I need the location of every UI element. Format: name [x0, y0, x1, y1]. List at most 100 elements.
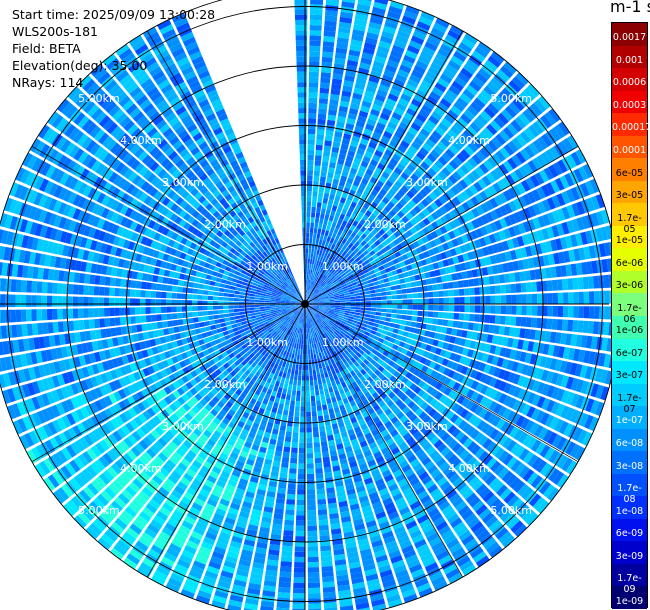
- range-gate: [339, 311, 345, 315]
- range-gate: [311, 212, 316, 218]
- range-gate: [516, 305, 522, 315]
- range-gate: [349, 44, 362, 52]
- range-gate: [396, 268, 403, 274]
- range-gate: [322, 409, 329, 416]
- range-gate: [557, 292, 564, 304]
- range-gate: [306, 295, 309, 301]
- range-gate: [317, 278, 322, 284]
- range-gate: [491, 335, 499, 345]
- range-gate: [294, 411, 300, 417]
- range-gate: [357, 199, 365, 207]
- range-gate: [437, 122, 449, 132]
- range-gate: [355, 204, 362, 211]
- range-gate: [556, 208, 566, 222]
- range-gate: [397, 219, 406, 227]
- range-gate: [356, 170, 365, 178]
- range-gate: [314, 304, 320, 306]
- range-gate: [305, 365, 309, 371]
- range-gate: [315, 363, 319, 370]
- range-gate: [299, 359, 303, 365]
- range-gate: [348, 145, 357, 153]
- range-gate: [318, 299, 325, 301]
- range-gate: [298, 364, 302, 371]
- range-gate: [390, 318, 396, 323]
- range-gate: [494, 253, 502, 264]
- range-gate: [325, 286, 331, 291]
- range-gate: [324, 135, 333, 142]
- range-gate: [362, 202, 370, 210]
- range-gate: [359, 288, 365, 293]
- range-gate: [511, 237, 520, 248]
- range-gate: [360, 160, 369, 168]
- range-gate: [311, 201, 317, 208]
- range-gate: [434, 237, 442, 246]
- range-gate: [355, 77, 367, 85]
- range-gate: [309, 380, 314, 386]
- range-gate: [534, 99, 547, 113]
- range-gate: [310, 269, 313, 275]
- range-gate: [337, 32, 350, 39]
- range-gate: [499, 130, 511, 142]
- range-gate: [274, 450, 282, 457]
- range-gate: [345, 199, 352, 206]
- range-gate: [319, 535, 330, 541]
- range-gate: [425, 138, 436, 149]
- range-gate: [484, 343, 492, 353]
- range-gate: [374, 0, 389, 5]
- range-gate: [383, 205, 392, 213]
- range-gate: [488, 185, 498, 196]
- range-gate: [505, 174, 516, 186]
- range-gate: [405, 149, 415, 159]
- range-gate: [324, 472, 333, 479]
- range-gate: [316, 207, 321, 213]
- range-gate: [474, 314, 480, 322]
- range-gate: [319, 368, 324, 374]
- range-gate: [373, 281, 379, 286]
- range-gate: [326, 429, 333, 436]
- range-gate: [296, 499, 306, 506]
- range-gate: [380, 79, 392, 88]
- range-gate: [457, 72, 470, 84]
- range-gate: [586, 261, 593, 275]
- range-gate: [296, 385, 301, 391]
- range-gate: [400, 319, 407, 326]
- range-gate: [474, 341, 482, 351]
- range-gate: [501, 240, 510, 251]
- range-gate: [307, 297, 312, 302]
- range-gate: [451, 273, 458, 281]
- range-gate: [310, 292, 315, 298]
- range-gate: [492, 265, 499, 275]
- range-gate: [349, 167, 358, 175]
- range-gate: [309, 302, 315, 304]
- range-gate: [301, 339, 304, 345]
- range-gate: [324, 277, 329, 282]
- range-gate: [316, 139, 324, 146]
- range-gate: [386, 295, 392, 300]
- range-gate: [325, 130, 334, 137]
- range-gate: [403, 181, 413, 190]
- range-gate: [333, 272, 339, 278]
- range-gate: [336, 247, 342, 253]
- range-gate: [541, 184, 551, 198]
- range-gate: [454, 305, 460, 312]
- range-gate: [373, 98, 384, 107]
- range-gate: [331, 146, 340, 154]
- range-gate: [305, 380, 310, 386]
- range-gate: [387, 260, 394, 267]
- range-gate: [392, 205, 400, 214]
- range-gate: [545, 182, 556, 195]
- range-gate: [460, 149, 471, 160]
- range-gate: [308, 118, 317, 124]
- range-gate: [514, 272, 521, 282]
- range-gate: [306, 222, 310, 228]
- range-gate: [394, 180, 403, 189]
- range-gate: [310, 274, 313, 281]
- range-gate: [317, 255, 321, 261]
- range-gate: [462, 176, 473, 187]
- range-gate: [534, 172, 545, 185]
- range-gate: [306, 473, 315, 480]
- range-gate: [289, 405, 295, 412]
- range-gate: [389, 234, 397, 241]
- range-gate: [523, 87, 537, 101]
- range-gate: [315, 254, 319, 261]
